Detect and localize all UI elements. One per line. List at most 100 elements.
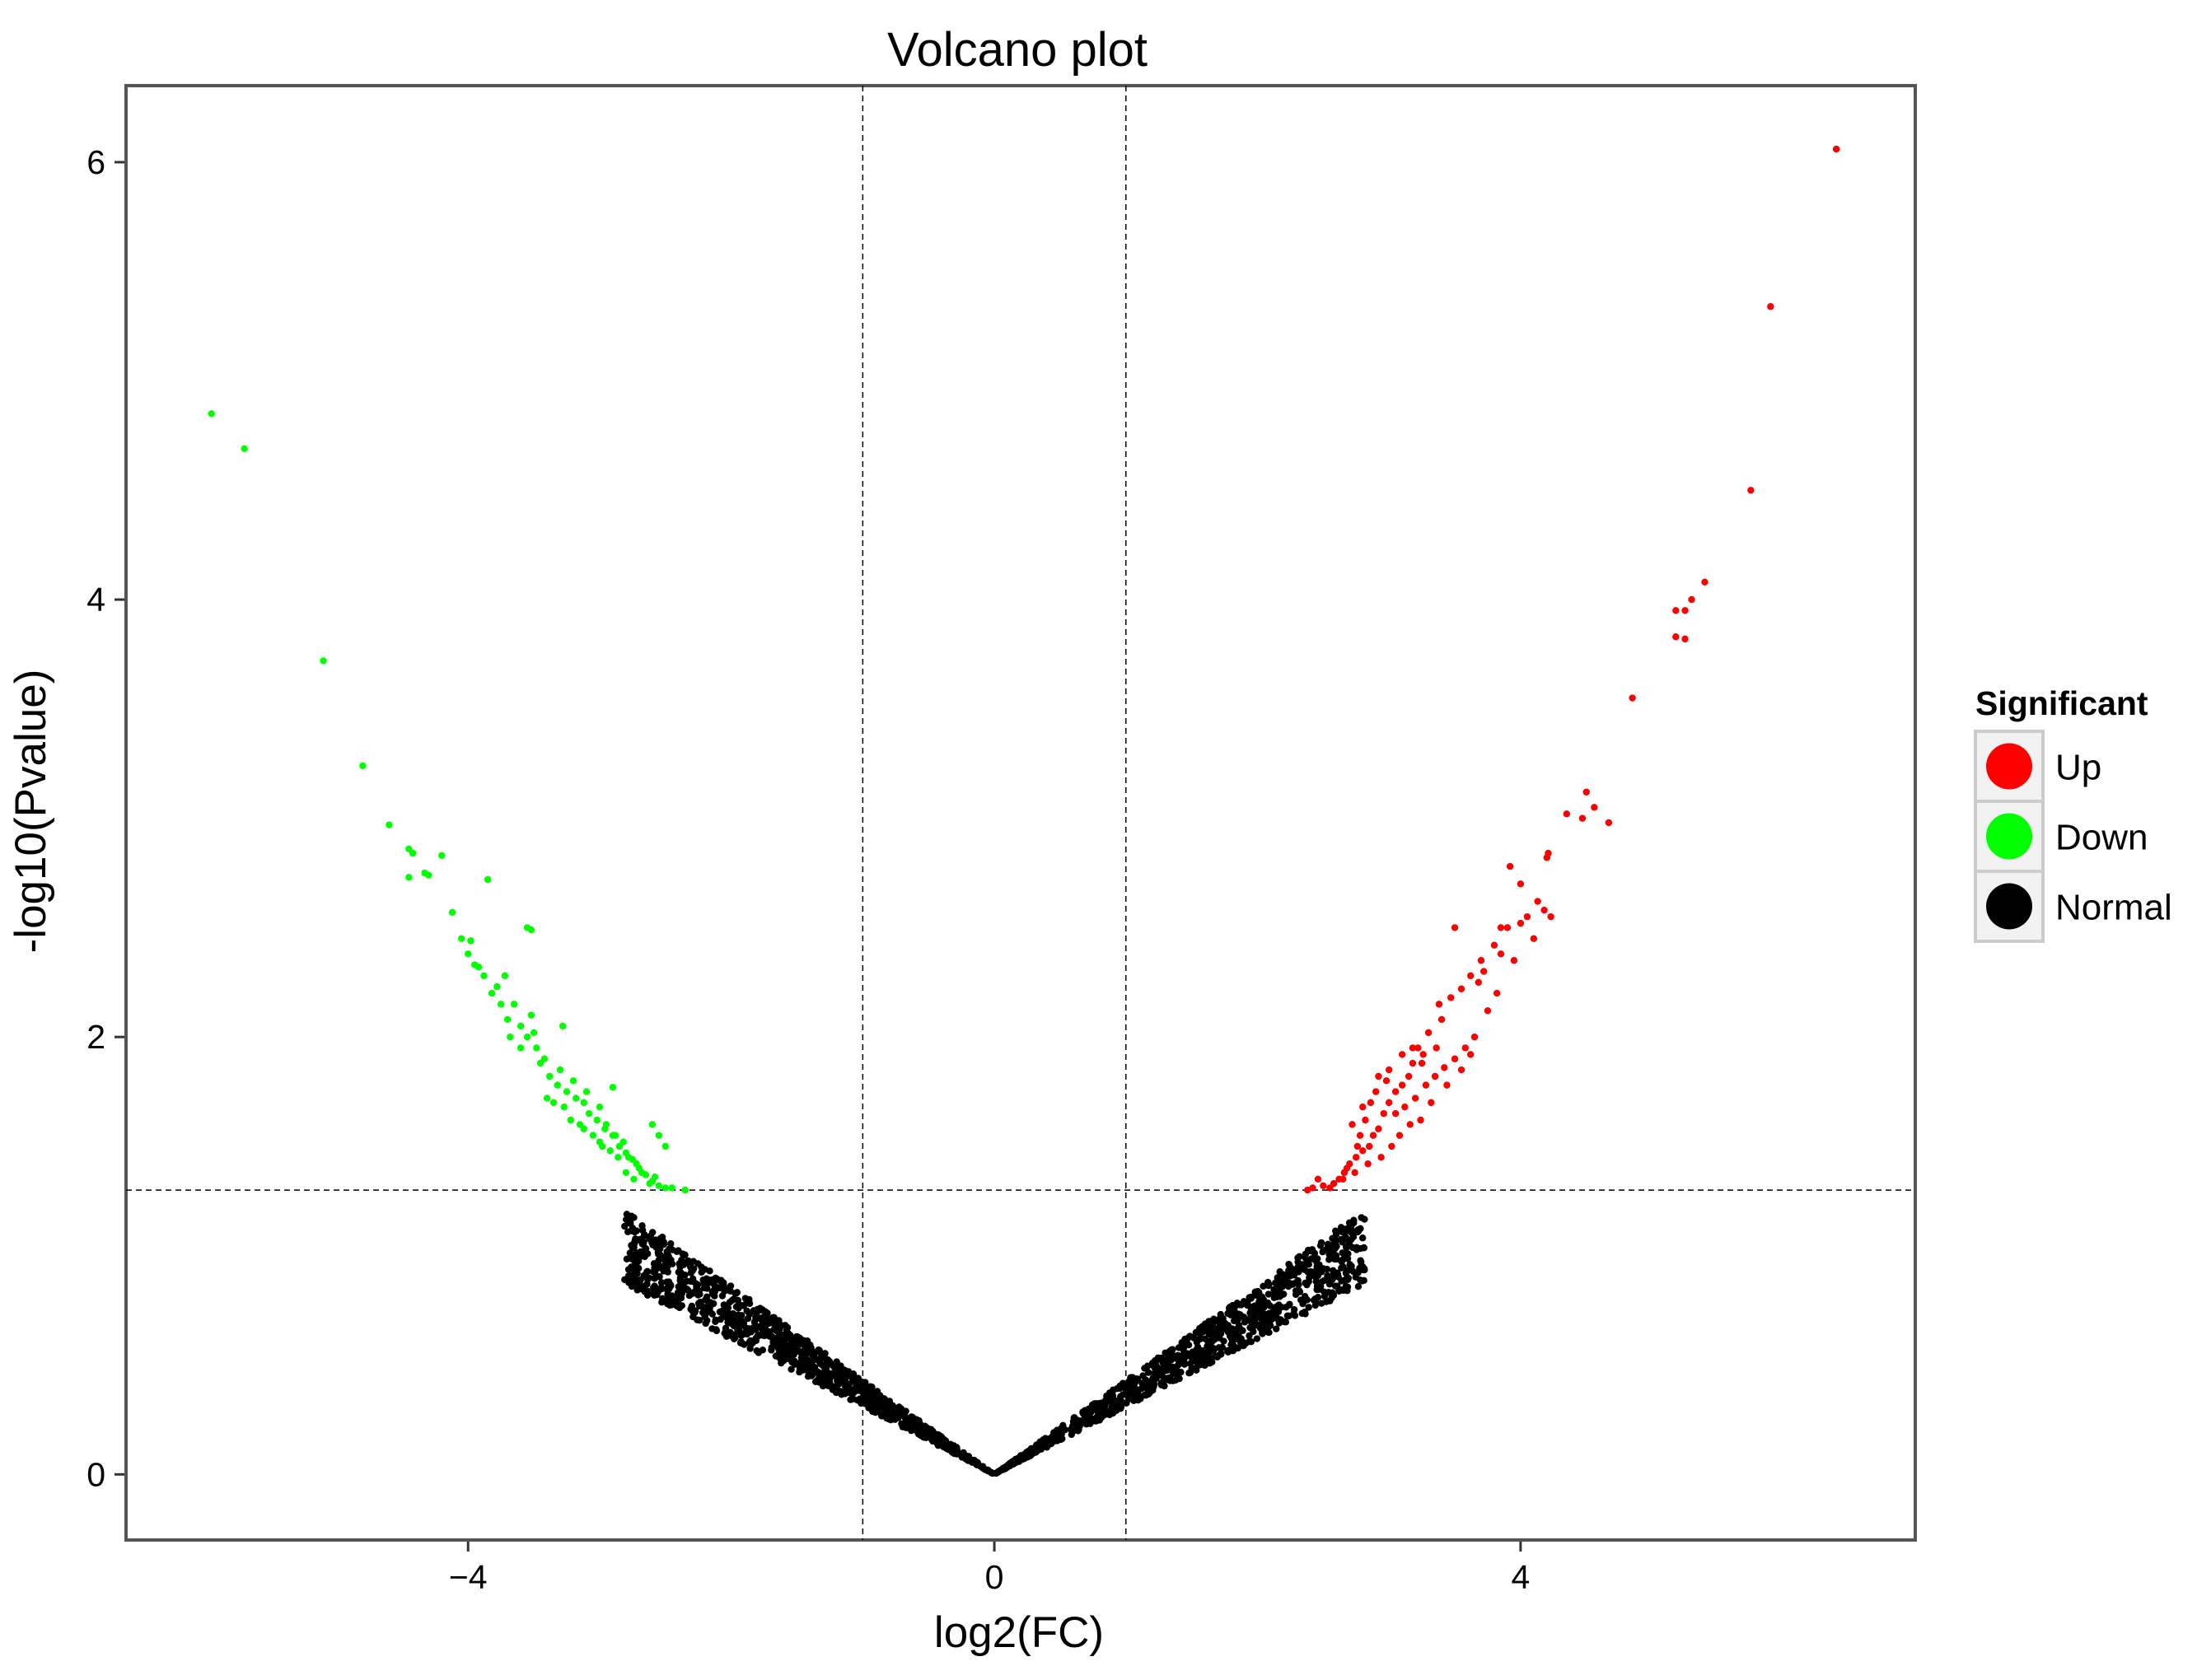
data-point-up — [1339, 1175, 1347, 1183]
data-point-up — [1493, 989, 1501, 997]
data-point-down — [554, 1081, 562, 1089]
data-point-normal — [704, 1304, 711, 1311]
data-point-normal — [788, 1365, 795, 1373]
data-point-normal — [929, 1437, 937, 1445]
data-point-normal — [629, 1241, 636, 1249]
data-point-normal — [1326, 1297, 1334, 1304]
data-point-normal — [642, 1272, 649, 1280]
data-point-normal — [634, 1258, 643, 1265]
data-point-normal — [760, 1332, 769, 1340]
data-point-up — [1353, 1154, 1360, 1161]
threshold-lines — [126, 86, 1915, 1540]
data-point-normal — [806, 1341, 814, 1349]
data-point-normal — [1318, 1300, 1325, 1307]
data-point-normal — [720, 1301, 727, 1309]
data-point-normal — [1330, 1240, 1338, 1248]
data-point-up — [1503, 924, 1512, 931]
data-point-normal — [937, 1436, 946, 1444]
data-point-down — [438, 852, 446, 859]
data-point-normal — [1183, 1350, 1190, 1357]
data-point-normal — [675, 1296, 682, 1304]
data-point-normal — [673, 1248, 680, 1256]
data-point-normal — [1353, 1244, 1361, 1251]
data-point-normal — [1265, 1328, 1273, 1337]
data-point-up — [1356, 1132, 1364, 1139]
data-point-up — [1701, 578, 1709, 586]
y-axis-title: -log10(Pvalue) — [7, 670, 55, 954]
data-point-normal — [821, 1350, 829, 1357]
data-point-down — [569, 1077, 577, 1085]
data-point-normal — [689, 1267, 696, 1275]
data-point-normal — [1330, 1291, 1338, 1300]
data-point-up — [1375, 1072, 1382, 1080]
data-point-normal — [1153, 1364, 1162, 1371]
data-point-normal — [1258, 1293, 1266, 1300]
data-point-normal — [1069, 1417, 1077, 1426]
legend-swatch-up — [1986, 743, 2032, 790]
data-point-down — [510, 1001, 518, 1008]
data-point-normal — [658, 1299, 666, 1306]
data-point-normal — [755, 1314, 763, 1322]
data-point-up — [1530, 935, 1538, 942]
data-point-normal — [970, 1458, 977, 1466]
data-point-up — [1451, 1055, 1459, 1062]
data-point-normal — [1360, 1244, 1368, 1252]
data-point-normal — [632, 1280, 640, 1287]
data-point-normal — [1358, 1277, 1367, 1285]
data-point-normal — [740, 1322, 748, 1330]
data-point-up — [1398, 1081, 1406, 1089]
data-point-normal — [1292, 1290, 1300, 1299]
data-point-down — [549, 1099, 558, 1107]
data-point-up — [1517, 880, 1525, 888]
data-point-normal — [987, 1468, 995, 1477]
data-point-normal — [1079, 1409, 1087, 1416]
data-point-normal — [817, 1360, 825, 1368]
data-point-normal — [799, 1366, 806, 1374]
data-point-down — [622, 1169, 630, 1177]
data-point-normal — [1170, 1370, 1177, 1378]
data-point-normal — [856, 1395, 864, 1402]
data-point-normal — [1059, 1423, 1067, 1431]
data-point-normal — [676, 1268, 685, 1276]
data-point-normal — [1235, 1322, 1243, 1329]
data-point-normal — [1092, 1417, 1101, 1425]
data-point-down — [448, 908, 456, 917]
data-point-up — [1832, 145, 1840, 153]
data-point-normal — [1258, 1315, 1265, 1323]
data-point-normal — [1246, 1317, 1253, 1324]
data-point-down — [503, 1015, 512, 1024]
data-point-up — [1391, 1088, 1400, 1095]
data-points — [208, 145, 1840, 1477]
plot-panel — [124, 84, 1917, 1542]
data-point-up — [1388, 1142, 1395, 1150]
y-tick-label: 2 — [86, 1018, 105, 1056]
data-point-normal — [1110, 1386, 1117, 1393]
data-point-normal — [666, 1285, 673, 1292]
data-point-normal — [1286, 1267, 1293, 1275]
data-point-normal — [1174, 1361, 1182, 1369]
data-point-up — [1578, 814, 1587, 822]
data-point-normal — [1217, 1351, 1225, 1358]
data-point-normal — [694, 1300, 703, 1307]
data-point-normal — [727, 1287, 734, 1295]
data-point-normal — [643, 1281, 651, 1288]
data-point-up — [1534, 898, 1541, 905]
data-point-normal — [1273, 1325, 1280, 1332]
data-point-down — [582, 1088, 591, 1095]
data-point-normal — [1115, 1399, 1123, 1407]
data-point-down — [589, 1132, 597, 1139]
data-point-normal — [1232, 1335, 1240, 1343]
data-point-normal — [1280, 1318, 1288, 1326]
data-point-down — [241, 445, 248, 453]
data-point-down — [630, 1175, 638, 1183]
data-point-up — [1466, 972, 1475, 980]
data-point-normal — [724, 1318, 732, 1326]
data-point-normal — [1307, 1271, 1315, 1278]
data-point-down — [530, 1029, 538, 1037]
data-point-normal — [848, 1395, 857, 1403]
data-point-down — [493, 982, 501, 991]
data-point-normal — [686, 1262, 694, 1269]
data-point-normal — [1343, 1244, 1350, 1252]
data-point-up — [1540, 906, 1548, 914]
data-point-normal — [628, 1227, 635, 1234]
